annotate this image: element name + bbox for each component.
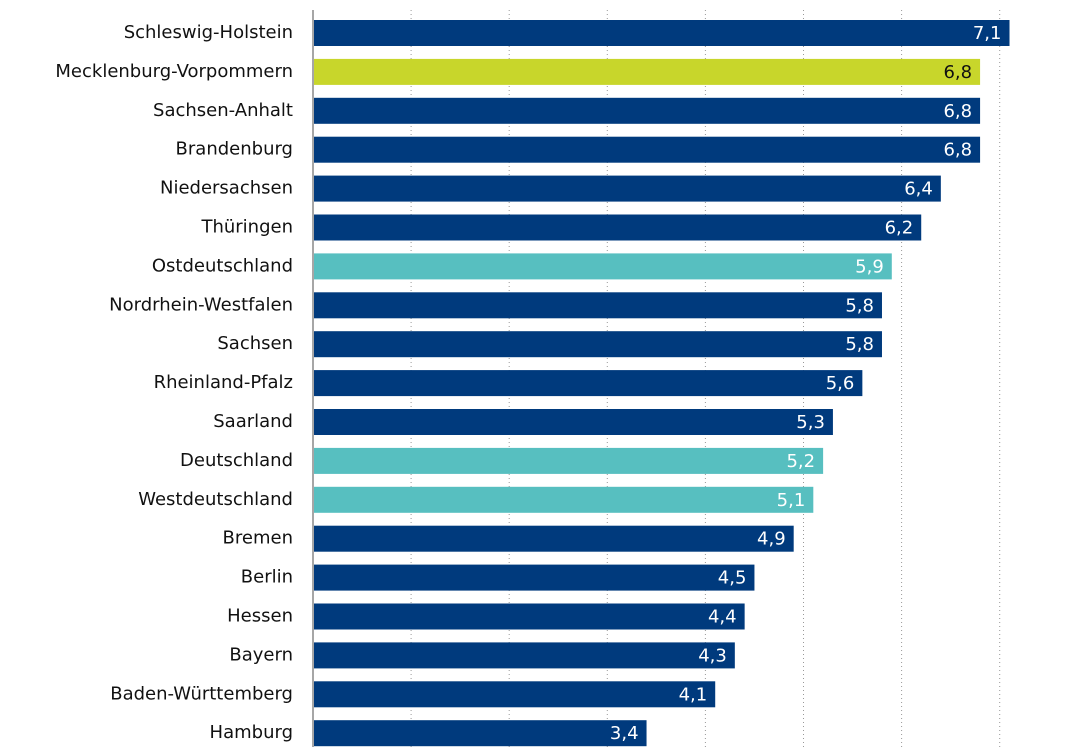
y-tick-label: Sachsen — [217, 333, 293, 354]
y-tick-label: Bremen — [223, 528, 293, 549]
value-label: 6,8 — [943, 140, 972, 161]
value-label: 5,3 — [796, 412, 825, 433]
y-tick-label: Hamburg — [210, 722, 293, 743]
value-label: 6,8 — [943, 62, 972, 83]
bar — [314, 58, 981, 85]
y-tick-label: Bayern — [229, 644, 293, 665]
value-label: 4,4 — [708, 607, 737, 628]
value-label: 6,2 — [885, 218, 914, 239]
y-tick-label: Hessen — [227, 606, 293, 627]
value-label: 7,1 — [973, 23, 1002, 44]
value-label: 4,1 — [679, 684, 708, 705]
y-tick-label: Deutschland — [180, 450, 293, 471]
y-tick-label: Rheinland-Pfalz — [154, 372, 293, 393]
value-label: 5,6 — [826, 373, 855, 394]
y-tick-label: Berlin — [241, 567, 293, 588]
value-label: 4,5 — [718, 568, 747, 589]
value-label: 4,9 — [757, 529, 786, 550]
value-label: 5,9 — [855, 256, 884, 277]
bar — [314, 447, 824, 474]
value-label: 5,8 — [845, 334, 874, 355]
y-tick-label: Westdeutschland — [138, 489, 293, 510]
y-tick-label: Baden-Württemberg — [110, 683, 293, 704]
value-label: 5,8 — [845, 295, 874, 316]
y-tick-label: Schleswig-Holstein — [124, 22, 293, 43]
bar — [314, 214, 922, 241]
y-tick-label: Ostdeutschland — [152, 255, 293, 276]
bar — [314, 253, 892, 280]
bar — [314, 20, 1010, 46]
bar — [314, 175, 941, 202]
bar — [314, 720, 647, 747]
value-label: 4,3 — [698, 645, 727, 666]
y-tick-label: Thüringen — [200, 217, 293, 238]
value-label: 3,4 — [610, 723, 639, 744]
value-label: 6,8 — [943, 101, 972, 122]
value-label: 5,1 — [777, 490, 806, 511]
bar — [314, 681, 716, 708]
y-tick-label: Niedersachsen — [160, 178, 293, 199]
bar — [314, 136, 981, 163]
bar — [314, 292, 882, 319]
y-tick-label: Mecklenburg-Vorpommern — [55, 61, 293, 82]
value-label: 5,2 — [786, 451, 815, 472]
bar — [314, 486, 814, 513]
bar — [314, 525, 794, 552]
bar — [314, 97, 981, 124]
y-tick-label: Nordrhein-Westfalen — [109, 294, 293, 315]
bar — [314, 370, 863, 397]
value-label: 6,4 — [904, 179, 933, 200]
bar — [314, 331, 882, 358]
bar — [314, 409, 833, 435]
y-tick-label: Saarland — [213, 411, 293, 432]
y-tick-label: Sachsen-Anhalt — [153, 100, 293, 121]
bar — [314, 603, 745, 630]
bar — [314, 642, 735, 669]
bar — [314, 564, 755, 591]
y-tick-label: Brandenburg — [176, 139, 293, 160]
